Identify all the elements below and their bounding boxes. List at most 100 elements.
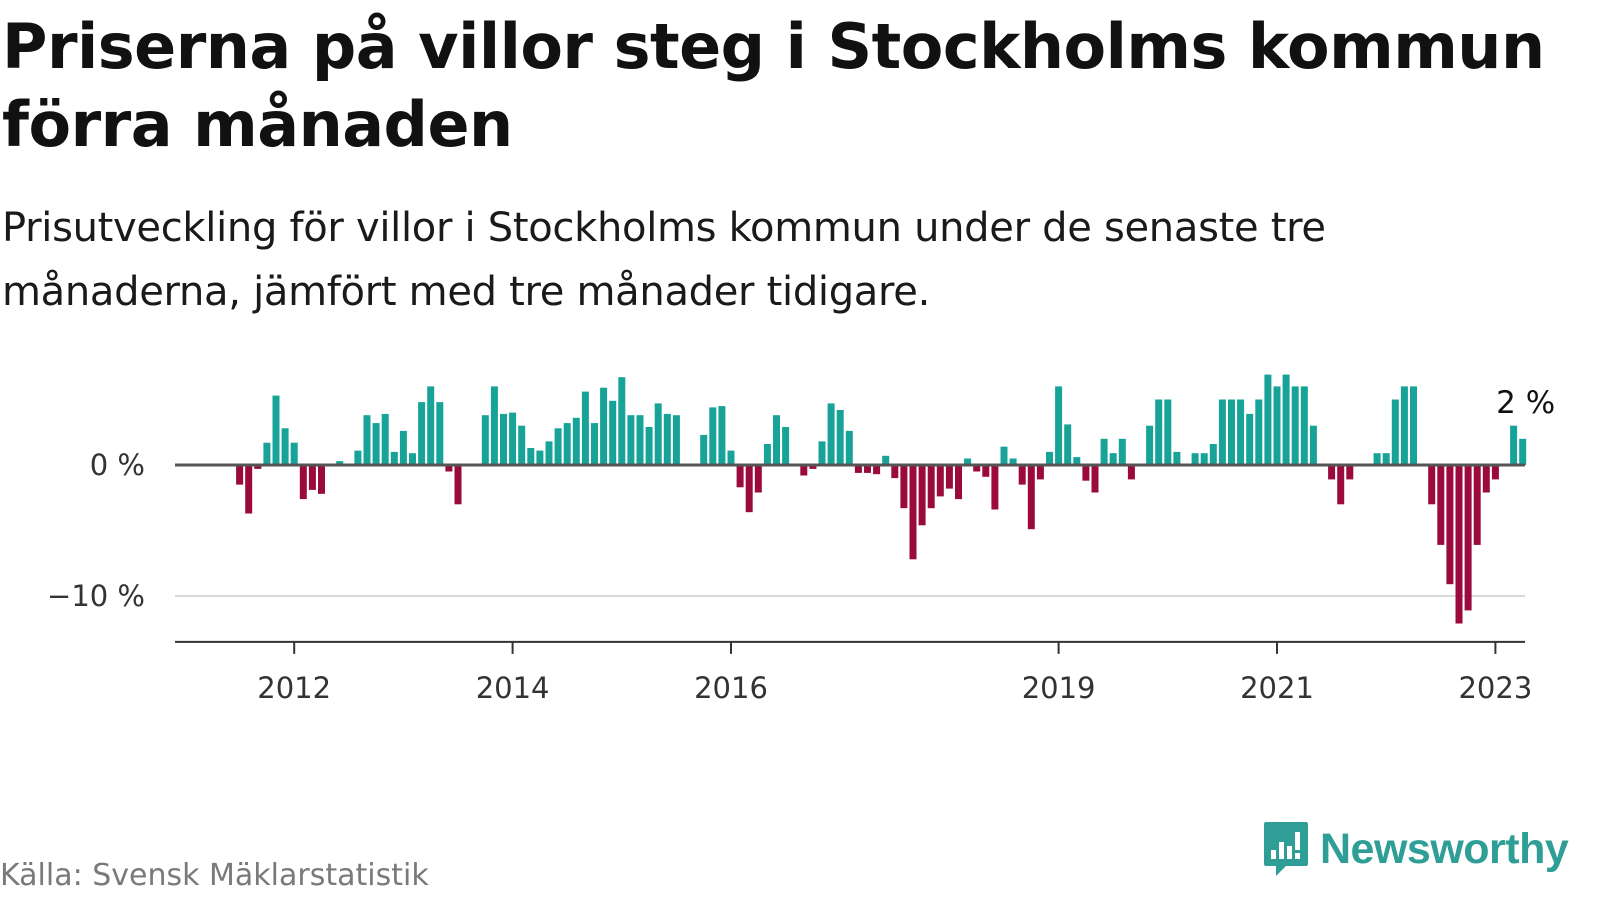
- bar: [1209, 444, 1217, 465]
- bar: [1064, 424, 1072, 465]
- bar: [518, 425, 526, 465]
- bar: [727, 450, 735, 465]
- bar: [299, 465, 307, 500]
- bar: [891, 465, 899, 479]
- bar: [427, 386, 435, 465]
- bar: [900, 465, 908, 509]
- bar: [800, 465, 808, 476]
- brand-logo: Newsworthy: [1262, 820, 1569, 878]
- bar: [654, 403, 662, 465]
- bar: [1291, 386, 1299, 465]
- bar: [618, 377, 626, 465]
- bar: [955, 465, 962, 500]
- bar: [1328, 465, 1336, 480]
- bar: [436, 402, 444, 465]
- bar: [481, 415, 489, 465]
- bar: [773, 415, 780, 465]
- bar: [945, 465, 953, 489]
- bar: [536, 450, 544, 465]
- bar: [509, 412, 517, 465]
- labels: 0 % −10 % 2012 2014 2016 2019 2021 2023 2 %: [47, 385, 1555, 705]
- bar: [991, 465, 999, 510]
- bar: [1437, 465, 1445, 545]
- bar: [1255, 399, 1263, 465]
- bar: [354, 450, 362, 465]
- bar: [336, 461, 344, 465]
- bar: [1200, 453, 1208, 465]
- y-tick-label: 0 %: [90, 448, 145, 482]
- x-tick-label: 2021: [1240, 671, 1314, 705]
- source-note: Källa: Svensk Mäklarstatistik: [0, 858, 429, 893]
- bar: [318, 465, 325, 494]
- bar: [1391, 399, 1399, 465]
- bar: [500, 413, 507, 465]
- bar: [490, 386, 498, 465]
- x-tick-label: 2012: [257, 671, 331, 705]
- bar: [845, 430, 853, 465]
- bar: [918, 465, 926, 526]
- bar: [254, 465, 262, 469]
- bar: [281, 428, 289, 465]
- bar: [1073, 457, 1081, 465]
- axes: [175, 463, 1525, 654]
- bar: [1082, 465, 1090, 481]
- bar: [854, 465, 862, 473]
- bar: [1036, 465, 1044, 480]
- bar: [1410, 386, 1417, 465]
- bar: [381, 413, 389, 465]
- bar: [245, 465, 253, 514]
- bar: [645, 427, 653, 465]
- bar: [818, 441, 826, 465]
- bar: [1155, 399, 1163, 465]
- bar: [581, 391, 589, 465]
- bar: [1173, 451, 1181, 465]
- bar: [399, 430, 407, 465]
- bar: [927, 465, 935, 509]
- bar: [572, 417, 580, 465]
- bar: [1237, 399, 1245, 465]
- bar: [700, 434, 708, 465]
- bar: [763, 444, 771, 465]
- bar: [390, 451, 398, 465]
- bar: [1228, 399, 1235, 465]
- bar: [964, 458, 972, 465]
- bar: [754, 465, 762, 493]
- bar: [709, 407, 717, 465]
- bar: [873, 465, 881, 475]
- bar: [936, 465, 944, 497]
- bar: [1373, 453, 1381, 465]
- bar: [563, 423, 571, 465]
- bar: [973, 465, 981, 472]
- bar: [1446, 465, 1454, 585]
- y-tick-label: −10 %: [47, 579, 145, 613]
- bar: [836, 410, 844, 465]
- bar: [982, 465, 990, 477]
- bar: [1000, 446, 1008, 465]
- bar: [1300, 386, 1308, 465]
- chart-subtitle: Prisutveckling för villor i Stockholms k…: [2, 205, 1326, 315]
- bar: [1118, 438, 1126, 465]
- bar: [1309, 425, 1317, 465]
- bar: [1218, 399, 1226, 465]
- bar: [236, 465, 244, 485]
- bar: [363, 415, 371, 465]
- bar: [1046, 451, 1053, 465]
- bar: [1100, 438, 1108, 465]
- bar: [1264, 374, 1272, 465]
- bar: [1027, 465, 1035, 530]
- bar: [1382, 453, 1390, 465]
- bar: [909, 465, 917, 560]
- bar: [1428, 465, 1436, 505]
- bar: [454, 465, 462, 505]
- bar: [1164, 399, 1172, 465]
- bar: [445, 465, 453, 472]
- bar: [527, 448, 535, 465]
- bar: [1055, 386, 1063, 465]
- bar: [718, 406, 726, 465]
- bar: [372, 423, 380, 465]
- bar: [1146, 425, 1154, 465]
- bar: [600, 387, 608, 465]
- bar: [409, 453, 416, 465]
- x-tick-label: 2016: [694, 671, 768, 705]
- brand-name: Newsworthy: [1320, 824, 1569, 873]
